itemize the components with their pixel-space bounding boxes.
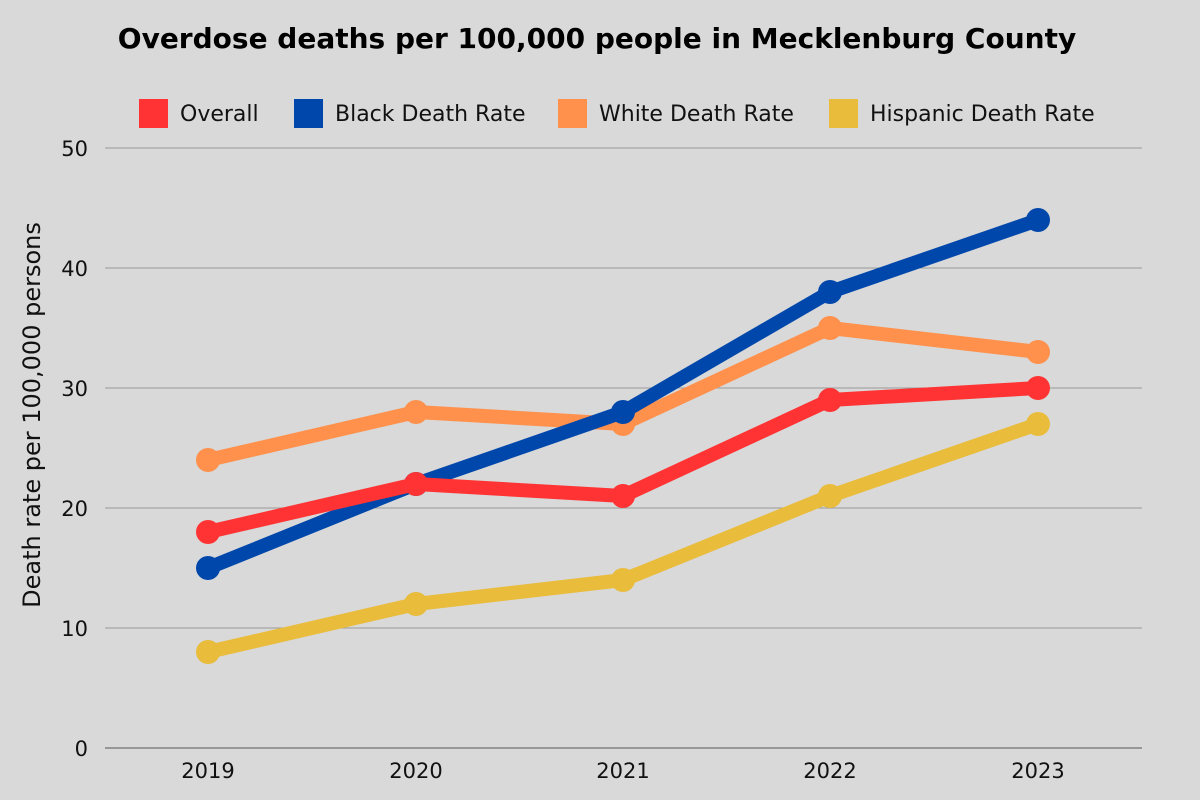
legend: Overall Black Death Rate White Death Rate H…	[139, 99, 1095, 128]
x-tick-label: 2021	[596, 759, 649, 783]
legend-swatch	[139, 99, 168, 128]
y-tick-label: 50	[61, 137, 88, 161]
x-tick-label: 2020	[389, 759, 442, 783]
data-point	[404, 472, 428, 496]
series-group	[196, 208, 1050, 664]
data-point	[1026, 412, 1050, 436]
data-point	[196, 640, 220, 664]
legend-item: White Death Rate	[558, 99, 794, 128]
data-point	[196, 520, 220, 544]
x-tick-label: 2022	[803, 759, 856, 783]
data-point	[818, 388, 842, 412]
data-point	[1026, 340, 1050, 364]
legend-label: Hispanic Death Rate	[870, 102, 1095, 127]
legend-item: Overall	[139, 99, 259, 128]
series-line	[206, 417, 1041, 659]
y-axis: 0 10 20 30 40 50	[61, 137, 88, 761]
data-point	[611, 400, 635, 424]
legend-item: Hispanic Death Rate	[829, 99, 1095, 128]
data-point	[196, 448, 220, 472]
data-point	[611, 484, 635, 508]
data-point	[818, 316, 842, 340]
legend-swatch	[558, 99, 587, 128]
y-tick-label: 0	[75, 737, 88, 761]
data-point	[404, 592, 428, 616]
data-point	[1026, 208, 1050, 232]
y-tick-label: 20	[61, 497, 88, 521]
grid	[105, 147, 1142, 749]
legend-label: Overall	[180, 102, 259, 127]
legend-swatch	[294, 99, 323, 128]
legend-item: Black Death Rate	[294, 99, 525, 128]
y-axis-label: Death rate per 100,000 persons	[18, 222, 46, 608]
legend-label: Black Death Rate	[335, 102, 525, 127]
series-overall	[196, 376, 1050, 544]
x-tick-label: 2019	[181, 759, 234, 783]
data-point	[1026, 376, 1050, 400]
y-tick-label: 10	[61, 617, 88, 641]
data-point	[611, 568, 635, 592]
x-axis: 2019 2020 2021 2022 2023	[181, 759, 1064, 783]
legend-label: White Death Rate	[599, 102, 794, 127]
data-point	[818, 484, 842, 508]
data-point	[404, 400, 428, 424]
y-tick-label: 30	[61, 377, 88, 401]
data-point	[818, 280, 842, 304]
series-hispanic-death-rate	[196, 412, 1050, 664]
legend-swatch	[829, 99, 858, 128]
chart-title: Overdose deaths per 100,000 people in Me…	[118, 22, 1076, 55]
x-tick-label: 2023	[1011, 759, 1064, 783]
data-point	[196, 556, 220, 580]
y-tick-label: 40	[61, 257, 88, 281]
